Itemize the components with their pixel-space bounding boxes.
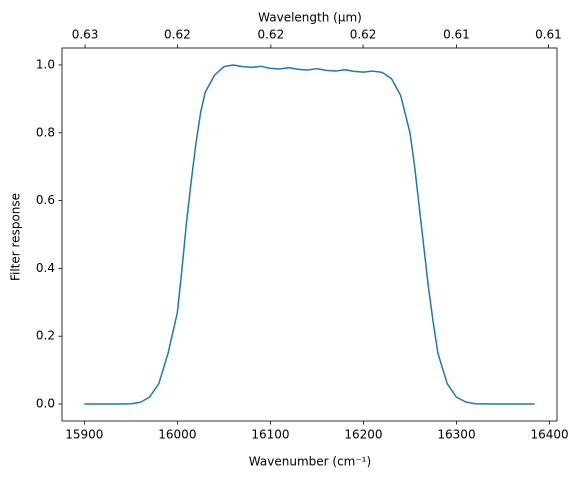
x-tick-label: 16400 bbox=[530, 428, 568, 442]
x-tick-label: 16200 bbox=[344, 428, 382, 442]
x-tick-label: 16100 bbox=[251, 428, 289, 442]
x-axis-label: Wavenumber (cm⁻¹) bbox=[249, 455, 371, 469]
x2-axis-label: Wavelength (μm) bbox=[258, 11, 362, 25]
data-line bbox=[84, 64, 535, 405]
x2-tick-label: 0.62 bbox=[350, 28, 377, 42]
x2-tick-label: 0.62 bbox=[164, 28, 191, 42]
x-tick-label: 16300 bbox=[437, 428, 475, 442]
y-tick-label: 0.8 bbox=[36, 125, 55, 139]
x2-tick-label: 0.63 bbox=[72, 28, 99, 42]
x2-tick-label: 0.61 bbox=[443, 28, 470, 42]
y-tick-label: 1.0 bbox=[36, 57, 55, 71]
x-tick-label: 16000 bbox=[158, 428, 196, 442]
y-axis-label: Filter response bbox=[9, 193, 23, 281]
y-tick-label: 0.2 bbox=[36, 329, 55, 343]
y-tick-label: 0.6 bbox=[36, 193, 55, 207]
x2-tick-label: 0.62 bbox=[257, 28, 284, 42]
y-tick-label: 0.0 bbox=[36, 397, 55, 411]
y-tick-label: 0.4 bbox=[36, 261, 55, 275]
x2-tick-label: 0.61 bbox=[535, 28, 562, 42]
plot-frame bbox=[61, 47, 558, 422]
x-tick-label: 15900 bbox=[65, 428, 103, 442]
